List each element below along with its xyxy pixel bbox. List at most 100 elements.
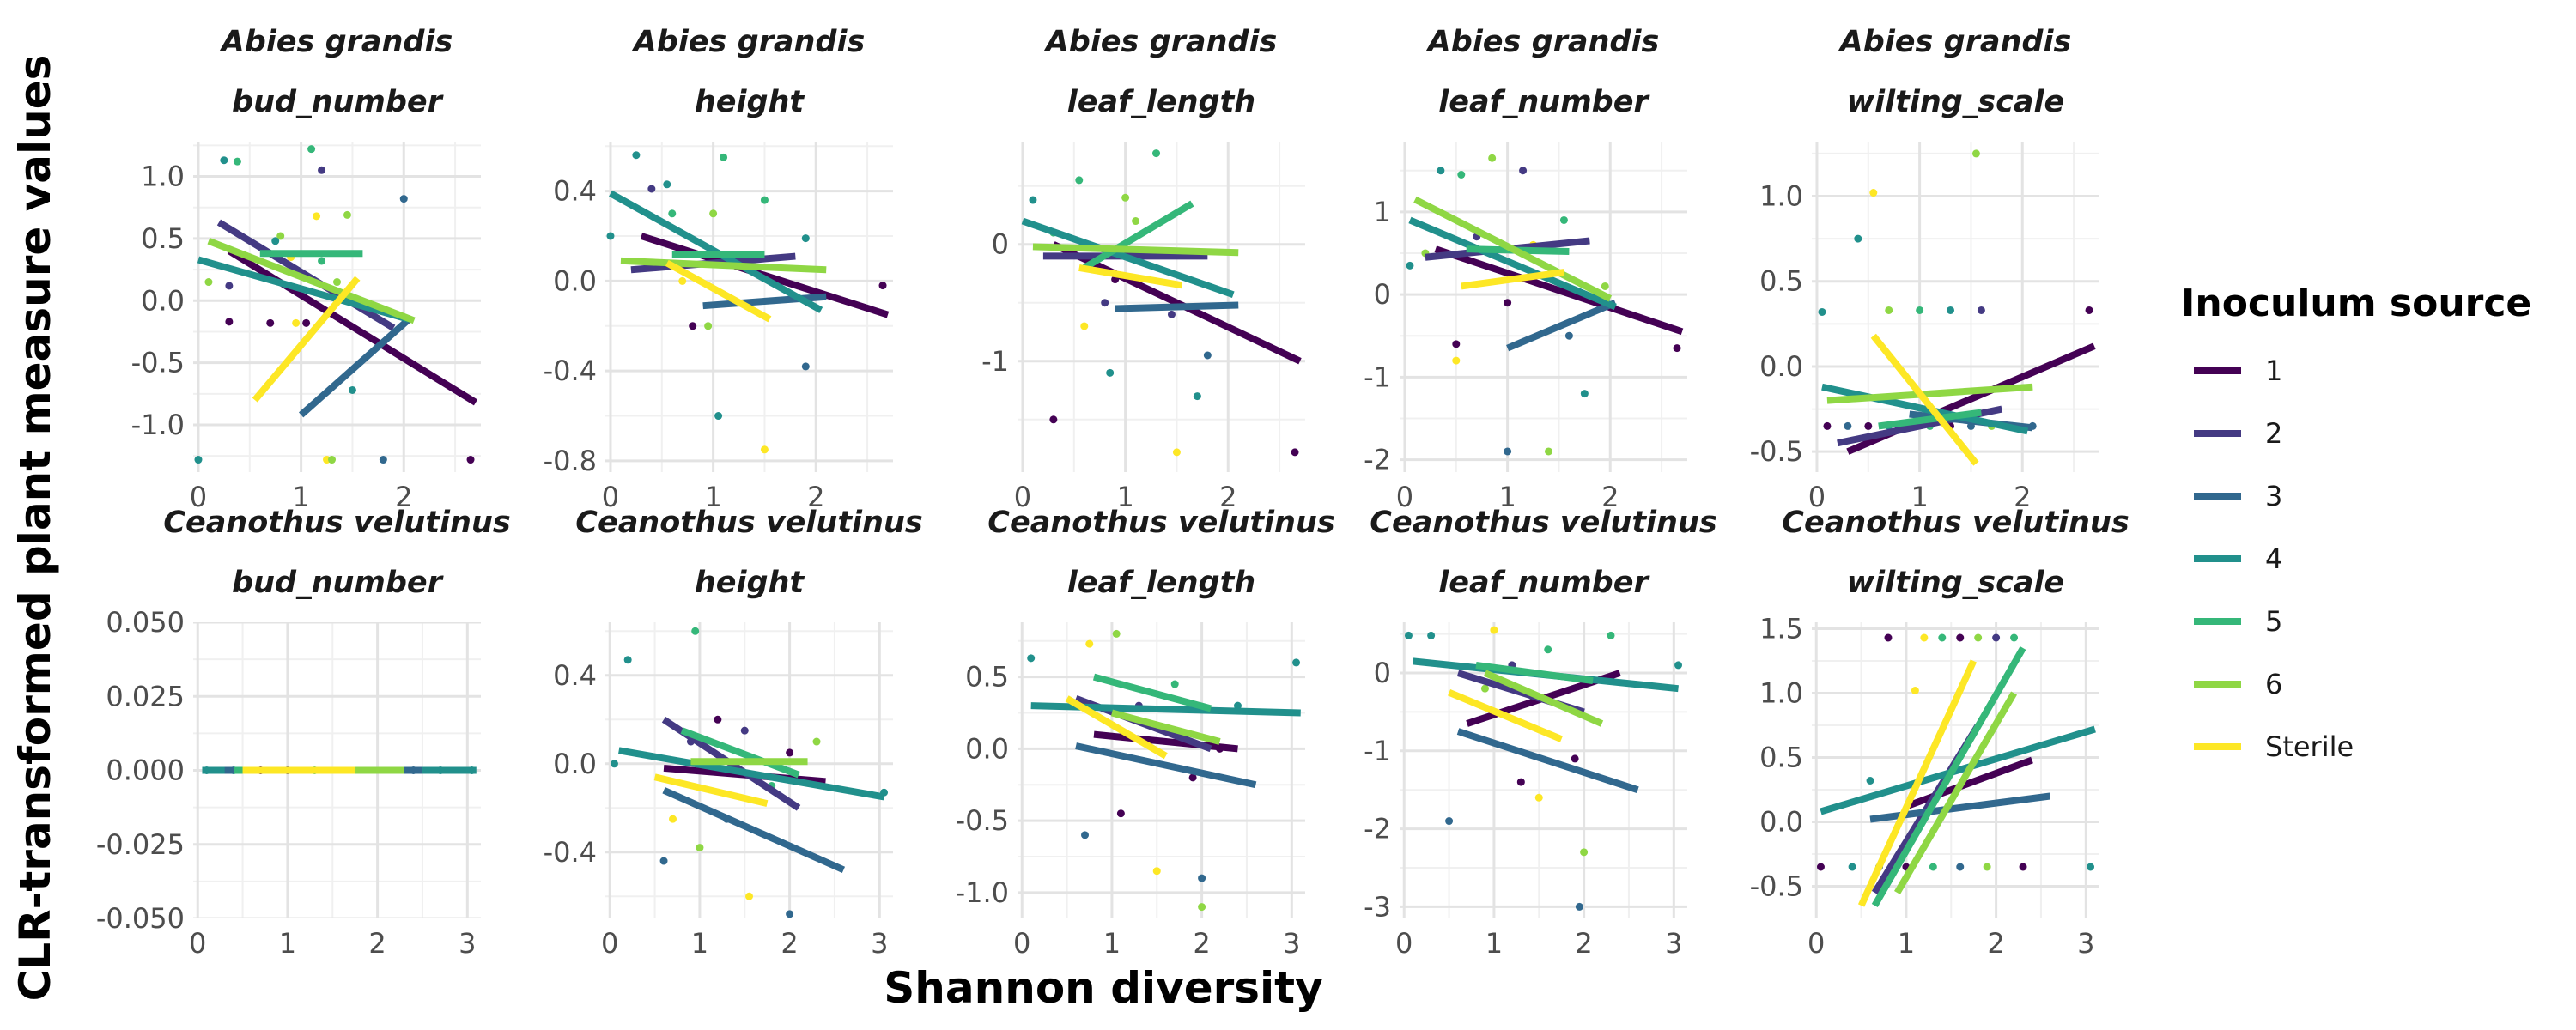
legend-entry-label: 4 <box>2265 542 2282 575</box>
data-point <box>647 185 656 193</box>
trend-line <box>1905 756 2033 810</box>
data-point <box>1601 282 1609 290</box>
legend-entry-label: 2 <box>2265 417 2282 450</box>
trend-line <box>1092 673 1212 712</box>
data-point <box>1170 680 1179 688</box>
y-tick-label: 0.0 <box>965 732 1009 765</box>
facet-measure-label: leaf_length <box>1067 566 1255 600</box>
data-point <box>1452 356 1461 365</box>
x-tick-label: 2 <box>1219 481 1236 513</box>
y-tick-label: 0.5 <box>965 661 1009 694</box>
x-tick-label: 3 <box>2077 927 2094 960</box>
data-point <box>714 715 722 724</box>
data-point <box>276 232 285 240</box>
data-point <box>696 844 704 852</box>
legend: Inoculum source 1 2 3 4 5 6 Sterile <box>2181 282 2531 763</box>
gridlines <box>1812 142 2099 472</box>
data-point <box>318 257 326 265</box>
facet-measure-label: bud_number <box>232 85 445 119</box>
data-point <box>1816 863 1825 871</box>
data-point <box>801 362 810 371</box>
data-point <box>1480 684 1489 693</box>
facet-species-label: Ceanothus velutinus <box>163 506 510 540</box>
facet-panel: Abies grandis leaf_length 0 1 2 -1 0 <box>981 25 1305 513</box>
gridlines <box>1400 142 1687 472</box>
y-tick-label: 0.0 <box>1759 806 1803 839</box>
y-tick-label: 1.0 <box>1759 677 1803 710</box>
data-point <box>1920 633 1929 642</box>
data-point <box>1075 176 1084 185</box>
x-axis-title: Shannon diversity <box>884 963 1322 1013</box>
data-point <box>1956 863 1965 871</box>
x-tick-label: 1 <box>1116 481 1133 513</box>
facet-species-label: Ceanothus velutinus <box>987 506 1334 540</box>
data-point <box>1823 421 1832 430</box>
facet-panels: Abies grandis bud_number 0 1 2 -1.0 -0.5 0.0 0.5… <box>96 25 2129 960</box>
data-point <box>225 282 234 290</box>
facet-panel: Abies grandis wilting_scale 0 1 2 -0.5 0.0 0.5 1… <box>1750 25 2099 513</box>
x-tick-label: 2 <box>368 927 386 960</box>
x-tick-label: 2 <box>395 481 412 513</box>
y-tick-label: -2 <box>1364 813 1391 845</box>
y-tick-label: -0.8 <box>544 445 597 477</box>
x-tick-label: 0 <box>1396 481 1413 513</box>
x-tick-label: 0 <box>189 927 206 960</box>
data-point <box>1983 863 1991 871</box>
data-point <box>1864 421 1873 430</box>
facet-measure-label: leaf_length <box>1067 85 1255 119</box>
data-point <box>740 726 749 735</box>
y-tick-label: 1.5 <box>1759 613 1803 645</box>
y-tick-label: 0.5 <box>1759 265 1803 298</box>
data-point <box>1938 633 1947 642</box>
data-point <box>204 278 213 287</box>
facet-panel: Ceanothus velutinus height 0 1 2 3 -0.4 0.0 0.4 <box>544 506 923 960</box>
trend-line <box>1878 409 1982 430</box>
data-point <box>266 318 275 327</box>
trend-line <box>1475 661 1594 685</box>
x-tick-label: 0 <box>1395 927 1413 960</box>
data-point <box>663 180 671 189</box>
data-point <box>1445 817 1454 826</box>
data-point <box>1504 299 1512 307</box>
data-point <box>1607 631 1615 639</box>
data-point <box>1580 848 1589 857</box>
data-point <box>1490 626 1498 634</box>
data-point <box>610 760 618 768</box>
data-point <box>1544 447 1552 456</box>
data-point <box>1112 629 1121 638</box>
data-point <box>691 627 700 635</box>
facet-measure-label: leaf_number <box>1438 566 1650 600</box>
y-tick-label: 0.4 <box>553 659 597 692</box>
x-tick-label: 0 <box>1014 481 1031 513</box>
y-tick-label: -0.025 <box>96 828 185 861</box>
data-point <box>878 282 887 290</box>
trend-line <box>1075 742 1257 789</box>
y-tick-label: -0.5 <box>1750 870 1803 903</box>
data-point <box>720 153 728 161</box>
facet-measure-label: wilting_scale <box>1847 566 2064 600</box>
trend-line <box>1894 691 2017 895</box>
data-point <box>1488 154 1497 162</box>
y-tick-label: 0.0 <box>141 284 185 317</box>
data-point <box>1854 234 1862 243</box>
trend-line <box>1820 725 2096 815</box>
trend-line <box>1871 646 2026 907</box>
data-point <box>786 910 794 918</box>
x-tick-label: 3 <box>871 927 888 960</box>
trend-line <box>662 787 846 874</box>
data-point <box>1818 307 1826 316</box>
trend-line <box>1093 730 1238 753</box>
x-tick-label: 2 <box>1601 481 1619 513</box>
y-tick-label: 0.5 <box>141 222 185 255</box>
facet-species-label: Abies grandis <box>1838 25 2072 59</box>
data-point <box>1866 777 1874 785</box>
y-tick-label: 1.0 <box>141 161 185 193</box>
data-point <box>333 278 341 287</box>
x-tick-label: 2 <box>807 481 824 513</box>
data-point <box>1971 149 1980 158</box>
data-point <box>668 209 677 218</box>
x-tick-label: 1 <box>691 927 708 960</box>
trend-line <box>1506 300 1617 352</box>
y-tick-label: 0.0 <box>553 264 597 297</box>
